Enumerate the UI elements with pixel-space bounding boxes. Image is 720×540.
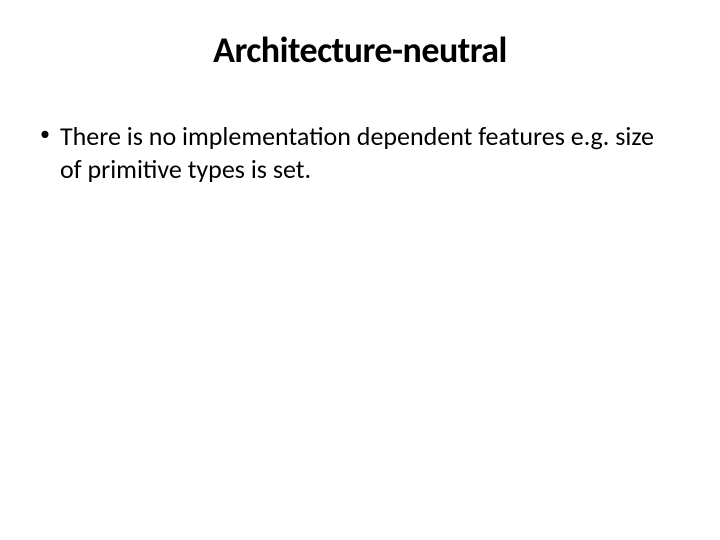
slide-title: Architecture-neutral bbox=[0, 28, 720, 72]
bullet-text: There is no implementation dependent fea… bbox=[60, 120, 660, 187]
slide-content: • There is no implementation dependent f… bbox=[0, 120, 720, 187]
bullet-marker: • bbox=[40, 122, 50, 148]
slide-container: Architecture-neutral • There is no imple… bbox=[0, 0, 720, 540]
bullet-item: • There is no implementation dependent f… bbox=[40, 120, 660, 187]
